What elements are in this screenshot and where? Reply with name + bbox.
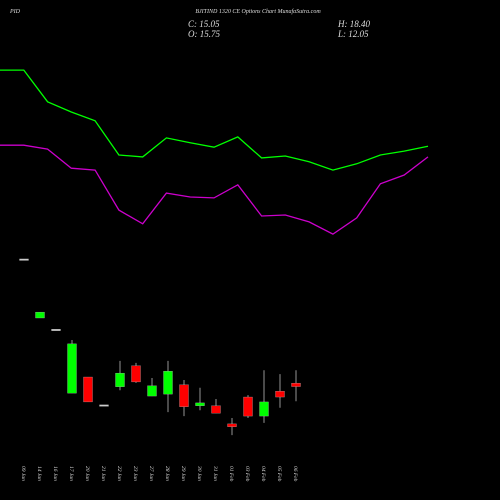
candle-body bbox=[147, 385, 157, 397]
x-tick-label: 17 Jan bbox=[68, 466, 74, 481]
x-tick-label: 16 Jan bbox=[52, 466, 58, 481]
candle-body bbox=[99, 404, 109, 407]
candle-body bbox=[35, 311, 45, 319]
candle-body bbox=[179, 384, 189, 407]
chart-title: BJITIND 1320 CE Options Chart MunafaSutr… bbox=[195, 8, 321, 15]
x-tick-label: 28 Jan bbox=[164, 466, 170, 481]
x-tick-label: 06 Feb bbox=[292, 466, 298, 482]
candle-body bbox=[275, 391, 285, 398]
candle-body bbox=[131, 365, 141, 383]
x-tick-label: 14 Jan bbox=[36, 466, 43, 481]
candle-body bbox=[259, 401, 269, 417]
x-tick-label: 04 Feb bbox=[260, 466, 267, 482]
x-tick-label: 23 Jan bbox=[132, 466, 138, 481]
candle-body bbox=[291, 382, 301, 387]
indicator-line bbox=[0, 69, 429, 171]
x-tick-label: 31 Jan bbox=[212, 465, 218, 481]
candle-body bbox=[51, 329, 61, 331]
x-tick-label: 22 Jan bbox=[116, 466, 122, 481]
candle-body bbox=[19, 258, 29, 261]
candle-body bbox=[243, 396, 253, 417]
candle-body bbox=[227, 423, 237, 427]
x-tick-label: 30 Jan bbox=[196, 465, 202, 481]
x-tick-label: 21 Jan bbox=[100, 466, 106, 481]
x-tick-label: 20 Jan bbox=[84, 466, 90, 481]
chart-label: PID bbox=[9, 9, 21, 15]
close-label: C: 15.05 bbox=[188, 19, 220, 29]
x-tick-label: 05 Feb bbox=[276, 466, 282, 482]
candle-body bbox=[115, 372, 125, 387]
candle-body bbox=[211, 405, 221, 414]
x-tick-label: 09 Jan bbox=[20, 466, 26, 481]
indicator-line bbox=[0, 144, 429, 235]
x-tick-label: 29 Jan bbox=[180, 466, 186, 481]
candle-body bbox=[67, 343, 77, 394]
high-label: H: 18.40 bbox=[337, 19, 370, 29]
open-label: O: 15.75 bbox=[188, 29, 220, 39]
candle-body bbox=[163, 371, 173, 395]
x-tick-label: 27 Jan bbox=[148, 466, 154, 481]
x-tick-label: 01 Feb bbox=[228, 466, 234, 482]
low-label: L: 12.05 bbox=[337, 29, 369, 39]
x-tick-label: 03 Feb bbox=[244, 466, 250, 482]
candle-body bbox=[195, 402, 205, 406]
candle-body bbox=[83, 376, 93, 403]
